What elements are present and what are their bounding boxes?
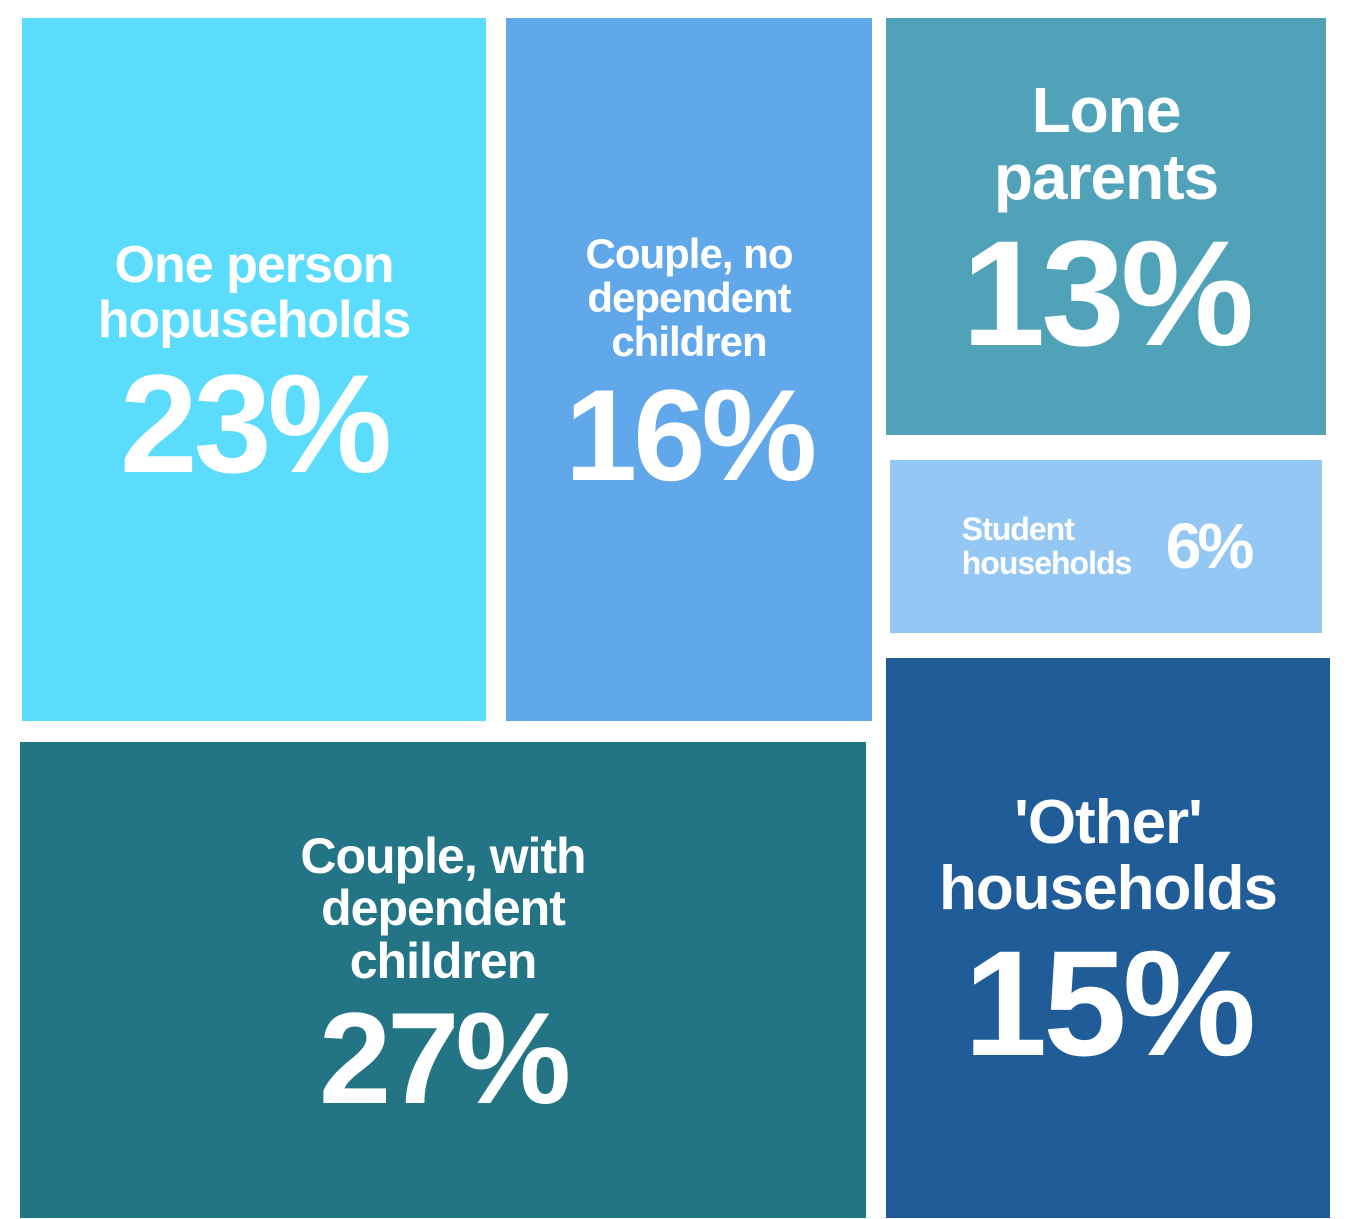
tile-value: 13% xyxy=(961,209,1254,378)
tile-label: 'Other' households xyxy=(939,788,1278,923)
tile: Lone parents 13% xyxy=(886,18,1326,435)
tile-value: 27% xyxy=(318,985,571,1132)
tile-value: 15% xyxy=(963,918,1256,1087)
tile: Student households 6% xyxy=(890,460,1322,633)
tile-value: 6% xyxy=(1165,510,1254,583)
tile: One person hopuseholds 23% xyxy=(22,18,486,721)
tile-label: Couple, no dependent children xyxy=(585,229,794,366)
tile: Couple, no dependent children 16% xyxy=(506,18,872,721)
tile-value: 23% xyxy=(119,345,392,503)
tile: Couple, with dependent children 27% xyxy=(20,742,866,1218)
tile-value: 16% xyxy=(564,362,817,509)
tile-label: Couple, with dependent children xyxy=(300,827,586,989)
tile: 'Other' households 15% xyxy=(886,658,1330,1218)
tile-label: Student households xyxy=(961,510,1133,581)
tile-label: One person hopuseholds xyxy=(97,235,412,349)
tile-label: Lone parents xyxy=(993,73,1219,213)
